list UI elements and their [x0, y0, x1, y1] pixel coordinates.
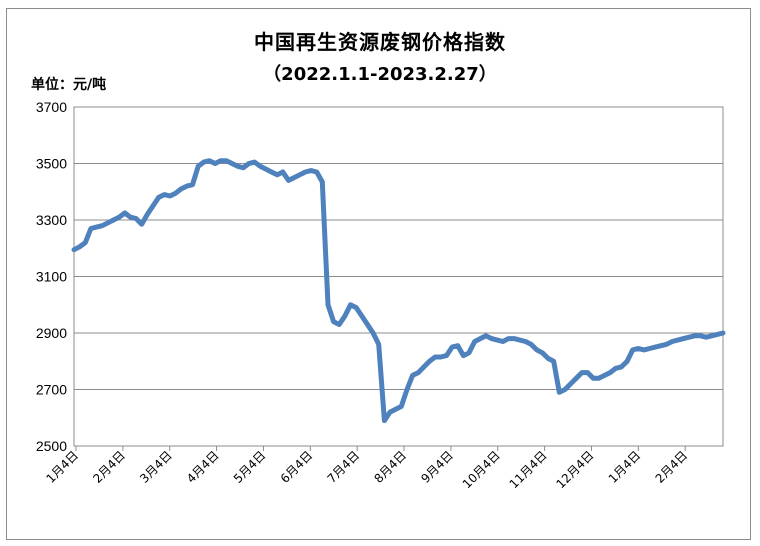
x-tick-label: 8月4日 — [371, 448, 409, 486]
plot-area — [73, 106, 724, 447]
y-tick-label: 3100 — [36, 269, 67, 285]
x-tick-label: 9月4日 — [418, 448, 456, 486]
x-tick-label: 7月4日 — [325, 448, 363, 486]
x-tick-label: 2月4日 — [653, 448, 691, 486]
x-tick-label: 12月4日 — [554, 448, 597, 491]
chart-frame — [6, 8, 751, 540]
y-tick-label: 3300 — [36, 212, 67, 228]
x-tick-label: 4月4日 — [184, 448, 222, 486]
chart-title: 中国再生资源废钢价格指数 — [254, 30, 506, 54]
chart-subtitle: （2022.1.1-2023.2.27） — [263, 64, 497, 85]
x-tick-label: 2月4日 — [90, 448, 128, 486]
y-tick-label: 2900 — [36, 325, 67, 341]
x-tick-label: 11月4日 — [507, 448, 550, 491]
x-tick-label: 5月4日 — [231, 448, 269, 486]
price-index-line — [71, 158, 726, 424]
y-tick-label: 2500 — [36, 438, 67, 454]
x-tick-label: 1月4日 — [606, 448, 644, 486]
y-tick-label: 3500 — [36, 156, 67, 172]
x-tick-label: 6月4日 — [278, 448, 316, 486]
x-tick-label: 10月4日 — [460, 448, 503, 491]
x-tick-label: 3月4日 — [137, 448, 175, 486]
y-tick-label: 2700 — [36, 382, 67, 398]
unit-label: 单位：元/吨 — [31, 77, 107, 93]
y-tick-label: 3700 — [36, 99, 67, 115]
